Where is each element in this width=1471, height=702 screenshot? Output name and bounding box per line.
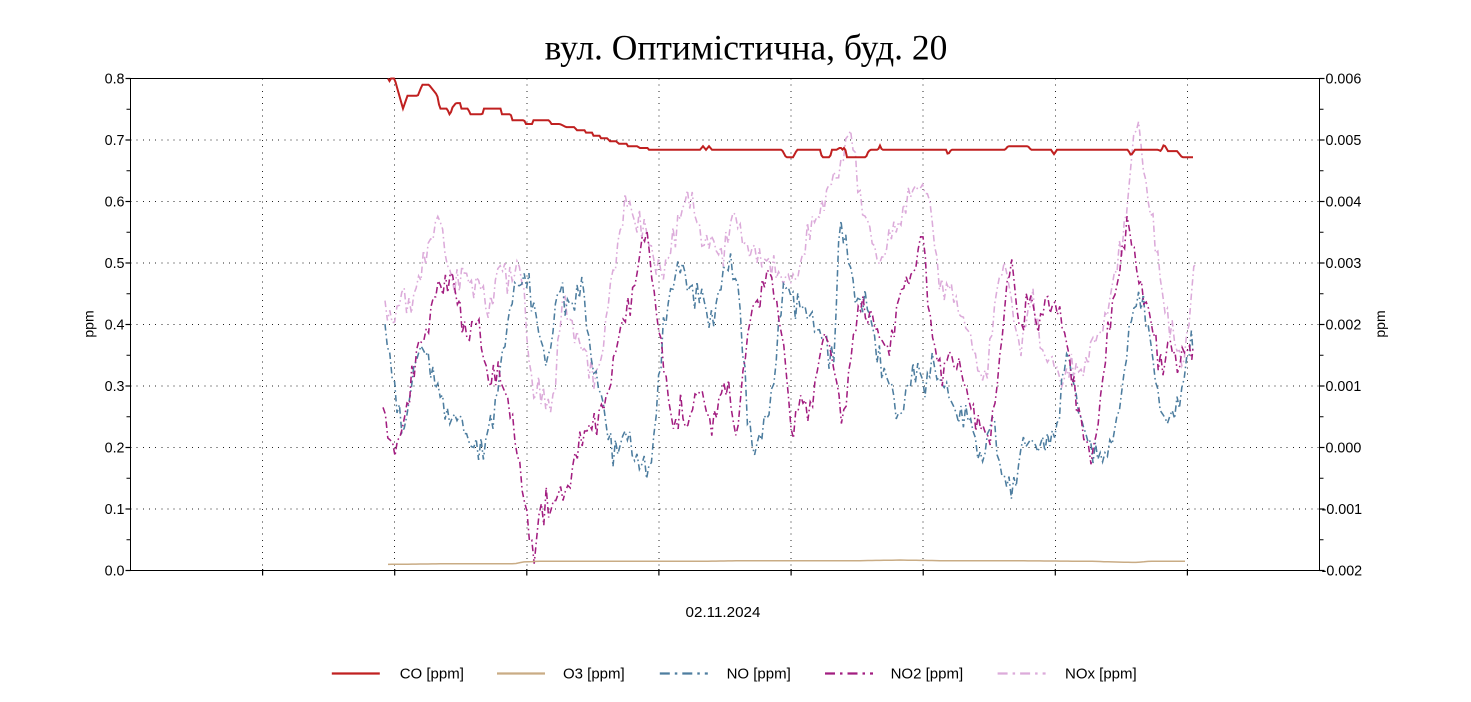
svg-text:ppm: ppm	[81, 310, 97, 337]
svg-text:0.0: 0.0	[105, 564, 125, 580]
svg-text:-0.002: -0.002	[1322, 564, 1363, 580]
svg-text:0.7: 0.7	[105, 133, 125, 149]
svg-text:0.001: 0.001	[1326, 379, 1362, 395]
svg-text:0.000: 0.000	[1326, 441, 1362, 457]
svg-text:0.003: 0.003	[1326, 256, 1362, 272]
svg-text:NO2 [ppm]: NO2 [ppm]	[891, 666, 964, 683]
svg-text:O3 [ppm]: O3 [ppm]	[563, 666, 625, 683]
svg-text:-0.001: -0.001	[1322, 502, 1363, 518]
svg-text:0.004: 0.004	[1326, 195, 1362, 211]
svg-text:0.006: 0.006	[1326, 72, 1362, 88]
svg-text:0.5: 0.5	[105, 256, 125, 272]
svg-text:0.002: 0.002	[1326, 318, 1362, 334]
svg-text:NOx [ppm]: NOx [ppm]	[1065, 666, 1137, 683]
svg-text:CO [ppm]: CO [ppm]	[400, 666, 464, 683]
svg-text:0.005: 0.005	[1326, 133, 1362, 149]
svg-text:0.3: 0.3	[105, 379, 125, 395]
svg-text:вул. Оптимістична, буд. 20: вул. Оптимістична, буд. 20	[545, 28, 948, 68]
svg-text:0.1: 0.1	[105, 502, 125, 518]
svg-text:0.4: 0.4	[105, 318, 125, 334]
svg-text:02.11.2024: 02.11.2024	[686, 604, 761, 621]
svg-text:0.2: 0.2	[105, 441, 125, 457]
svg-text:NO [ppm]: NO [ppm]	[727, 666, 791, 683]
svg-text:0.8: 0.8	[105, 72, 125, 88]
svg-text:0.6: 0.6	[105, 195, 125, 211]
svg-text:ppm: ppm	[1372, 310, 1388, 337]
